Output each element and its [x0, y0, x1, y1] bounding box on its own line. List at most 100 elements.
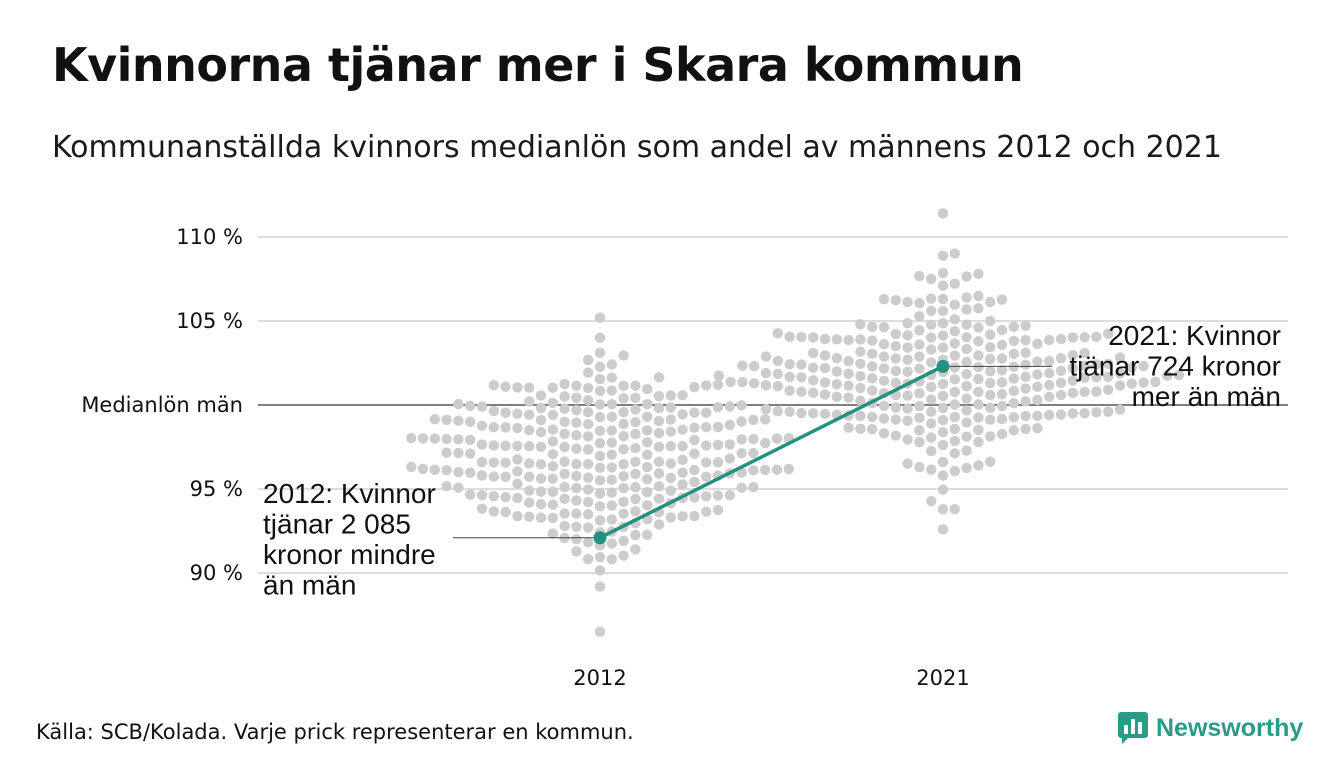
annotation-2012-line: tjänar 2 085 [263, 509, 411, 540]
kommun-dot [878, 400, 890, 412]
kommun-dot [665, 402, 676, 413]
kommun-dot [594, 515, 606, 526]
kommun-dot [926, 418, 937, 429]
kommun-dot [665, 390, 676, 401]
kommun-dot [819, 377, 831, 388]
kommun-dot [949, 350, 960, 361]
kommun-dot [961, 368, 972, 380]
kommun-dot [914, 310, 925, 322]
kommun-dot [890, 341, 901, 352]
y-tick-label: 110 % [176, 225, 243, 249]
kommun-dot [937, 484, 949, 495]
kommun-dot [1091, 386, 1102, 397]
kommun-dot [878, 322, 890, 333]
kommun-dot [985, 366, 996, 377]
kommun-dot [535, 414, 547, 426]
kommun-dot [843, 356, 854, 367]
kommun-dot [867, 385, 878, 396]
kommun-dot [606, 385, 617, 396]
kommun-dot [476, 401, 488, 412]
kommun-dot [559, 481, 570, 493]
kommun-dot [547, 397, 558, 409]
kommun-dot [618, 496, 629, 508]
kommun-dot [902, 296, 913, 308]
kommun-dot [606, 514, 617, 525]
kommun-dot [665, 512, 676, 523]
kommun-dot [855, 410, 866, 422]
kommun-dot [535, 441, 547, 452]
kommun-dot [1055, 389, 1067, 401]
kommun-dot [855, 370, 866, 382]
kommun-dot [618, 418, 629, 430]
kommun-dot [1020, 383, 1031, 394]
kommun-dot [926, 293, 937, 304]
kommun-dot [500, 471, 511, 482]
kommun-dot [878, 428, 890, 439]
kommun-dot [524, 497, 535, 508]
kommun-dot [512, 466, 523, 477]
kommun-dot [724, 401, 735, 412]
kommun-dot [808, 347, 819, 359]
kommun-dot [535, 458, 547, 470]
kommun-dot [1079, 347, 1090, 359]
kommun-dot [524, 471, 535, 483]
kommun-dot [855, 319, 866, 330]
kommun-dot [736, 448, 747, 459]
kommun-dot [1103, 358, 1114, 369]
kommun-dot [890, 414, 901, 425]
kommun-dot [867, 361, 878, 372]
kommun-dot [937, 524, 949, 535]
kommun-dot [465, 489, 476, 500]
newsworthy-logo-icon [1118, 712, 1148, 744]
kommun-dot [524, 382, 535, 393]
kommun-dot [618, 458, 629, 470]
kommun-dot [630, 544, 641, 555]
kommun-dot [878, 363, 890, 374]
kommun-dot [724, 419, 735, 431]
kommun-dot [937, 280, 949, 291]
chart-subtitle: Kommunanställda kvinnors medianlön som a… [52, 130, 1222, 165]
kommun-dot [571, 495, 582, 506]
kommun-dot [701, 380, 712, 391]
kommun-dot [630, 428, 641, 440]
kommun-dot [937, 305, 949, 317]
kommun-dot [1079, 360, 1090, 371]
kommun-dot [890, 353, 901, 364]
kommun-dot [961, 462, 972, 474]
kommun-dot [571, 404, 582, 416]
kommun-dot [867, 321, 878, 333]
kommun-dot [594, 551, 606, 563]
kommun-dot [524, 441, 535, 452]
kommun-dot [808, 387, 819, 398]
kommun-dot [937, 342, 949, 353]
kommun-dot [890, 295, 901, 306]
kommun-dot [890, 328, 901, 340]
kommun-dot [1173, 369, 1185, 381]
kommun-dot [1032, 423, 1043, 434]
kommun-dot [961, 393, 972, 404]
kommun-dot [653, 402, 665, 414]
kommun-dot [441, 433, 452, 445]
kommun-dot [949, 314, 960, 325]
kommun-dot [642, 473, 653, 485]
kommun-dot [524, 425, 535, 436]
kommun-dot [642, 425, 653, 436]
kommun-dot [606, 372, 617, 383]
kommun-dot [606, 554, 617, 565]
kommun-dot [855, 346, 866, 357]
kommun-dot [973, 362, 984, 373]
kommun-dot [996, 389, 1008, 400]
kommun-dot [855, 382, 866, 394]
brand-name: Newsworthy [1156, 713, 1304, 742]
kommun-dot [796, 372, 807, 383]
kommun-dot [406, 461, 417, 473]
kommun-dot [736, 434, 747, 445]
kommun-dot [1103, 384, 1114, 395]
kommun-dot [653, 493, 665, 504]
kommun-dot [949, 503, 960, 515]
kommun-dot [583, 444, 594, 455]
kommun-dot [819, 389, 831, 400]
kommun-dot [465, 400, 476, 411]
kommun-dot [476, 439, 488, 450]
kommun-dot [1079, 386, 1090, 398]
